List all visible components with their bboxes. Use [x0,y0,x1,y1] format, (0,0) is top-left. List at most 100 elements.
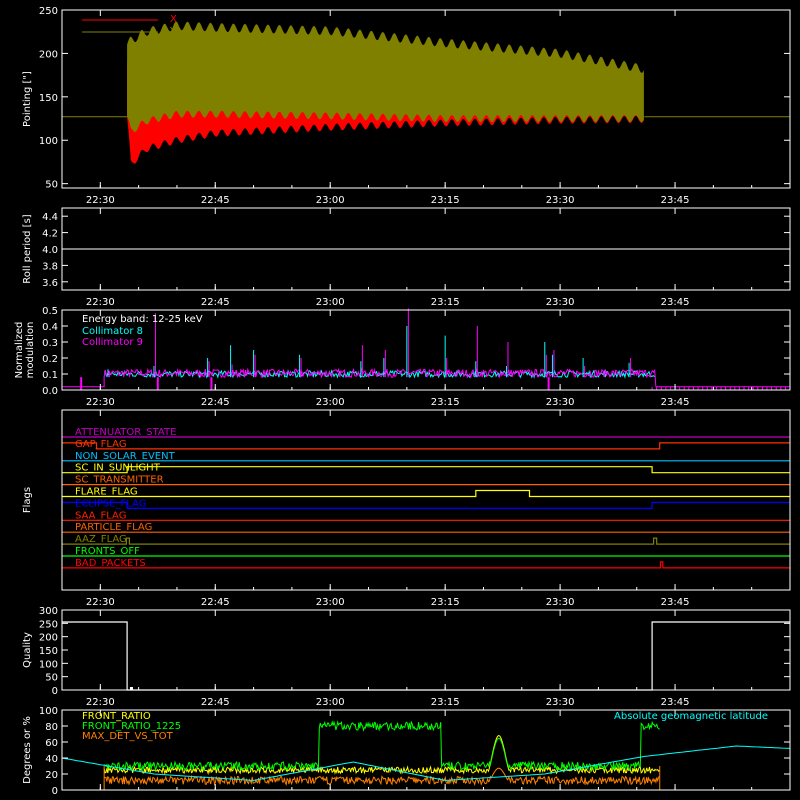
flag-label: ECLIPSE_FLAG [75,498,146,509]
text-layer: 22:30 22:45 23:00 23:15 23:30 23:45 50 100 150 20… [14,6,768,797]
y-tick-label: 0 [52,786,58,797]
y-tick-label: 60 [45,738,58,749]
x-tick-label: 23:30 [546,397,575,408]
flag-label: PARTICLE_FLAG [75,522,152,533]
flag-label: NON_SOLAR_EVENT [75,451,176,462]
y-tick-label: 0.3 [42,338,58,349]
y-tick-label: 20 [45,770,58,781]
quality-marker [129,687,133,690]
y-tick-label: 100 [39,136,58,147]
pointing-ylabel: Pointing ["] [22,71,33,127]
y-tick-label: 100 [39,706,58,717]
data-layer [61,19,791,790]
flags-ylabel: Flags [22,487,33,513]
y-tick-label: 50 [45,180,58,191]
y-tick-label: 3.8 [42,261,58,272]
ratio-legend-label: MAX_DET_VS_TOT [82,731,174,742]
pointing-frame [61,9,791,189]
flag-line [62,442,790,450]
x-tick-label: 22:30 [86,597,115,608]
y-tick-label: 0.2 [42,354,58,365]
ratio-legend-label: FRONT_RATIO_1225 [82,721,181,732]
ratios-ylabel: Degrees or % [22,716,33,784]
flag-label: BAD_PACKETS [75,558,146,569]
y-tick-label: 40 [45,754,58,765]
x-tick-label: 22:45 [201,397,230,408]
ratio-legend-label: FRONT_RATIO [82,711,151,722]
x-tick-label: 23:00 [316,697,345,708]
modulation-frame [61,309,791,391]
ratios-frame [61,709,791,791]
flag-label: FRONTS_OFF [75,546,140,557]
y-tick-label: 0.5 [42,306,58,317]
x-tick-label: 23:45 [661,397,690,408]
x-tick-label: 22:45 [201,597,230,608]
x-tick-label: 22:45 [201,297,230,308]
x-tick-label: 23:30 [546,697,575,708]
modulation-ylabel: modulation [25,322,36,379]
y-tick-label: 150 [39,93,58,104]
axes-layer [61,9,791,791]
y-tick-label: 200 [39,633,58,644]
geomagnetic-latitude-line [61,745,791,781]
flag-label: SC_IN_SUNLIGHT [75,463,161,474]
y-tick-label: 150 [39,646,58,657]
flag-label: FLARE_FLAG [75,487,138,498]
y-tick-label: 50 [45,673,58,684]
x-tick-label: 23:45 [661,195,690,206]
flag-label: GAP_FLAG [75,439,127,450]
roll-ylabel: Roll period [s] [22,214,33,283]
legend-collimator: Collimator 9 [82,337,143,348]
y-tick-label: 250 [39,619,58,630]
y-tick-label: 300 [39,606,58,617]
x-tick-label: 23:00 [316,195,345,206]
x-tick-label: 22:30 [86,297,115,308]
y-tick-label: 4.4 [42,212,58,223]
y-tick-label: 4.0 [42,245,58,256]
flag-line [62,489,790,498]
y-tick-label: 0.1 [42,370,58,381]
x-tick-label: 23:15 [431,297,460,308]
x-tick-label: 23:00 [316,597,345,608]
flag-label: ATTENUATOR_STATE [75,427,176,438]
x-tick-label: 23:45 [661,297,690,308]
collimator-9-line [62,367,790,388]
y-tick-label: 80 [45,722,58,733]
flags-frame [61,409,791,591]
flag-label: AAZ_FLAG [75,534,127,545]
x-tick-label: 23:30 [546,195,575,206]
max-det-vs-tot-line [103,767,660,787]
y-tick-label: 250 [39,6,58,17]
modulation-ylabel: Normalized [14,322,25,379]
x-tick-label: 23:45 [661,597,690,608]
quality-line [62,621,790,691]
x-tick-label: 23:30 [546,297,575,308]
x-tick-label: 23:15 [431,597,460,608]
x-tick-label: 22:45 [201,697,230,708]
legend-label-x: X [170,14,177,25]
series-y-band [127,21,644,132]
x-tick-label: 23:15 [431,397,460,408]
legend-collimator: Collimator 8 [82,326,143,337]
x-tick-label: 23:15 [431,697,460,708]
flag-line [62,466,790,474]
quality-ylabel: Quality [22,632,33,668]
y-tick-label: 3.6 [42,278,58,289]
x-tick-label: 22:45 [201,195,230,206]
y-tick-label: 100 [39,659,58,670]
y-tick-label: 200 [39,49,58,60]
x-tick-label: 23:00 [316,397,345,408]
x-tick-label: 22:30 [86,397,115,408]
flag-label: SAA_FLAG [75,510,126,521]
x-tick-label: 23:45 [661,697,690,708]
legend-label-y: Y [169,26,177,37]
y-tick-label: 4.2 [42,229,58,240]
flag-line [62,561,790,569]
flag-line [62,501,790,509]
y-tick-label: 0.0 [42,386,58,397]
x-tick-label: 23:15 [431,195,460,206]
front-ratio-1225-line [103,720,660,772]
flag-label: SC_TRANSMITTER [75,475,164,486]
y-tick-label: 0 [52,686,58,697]
